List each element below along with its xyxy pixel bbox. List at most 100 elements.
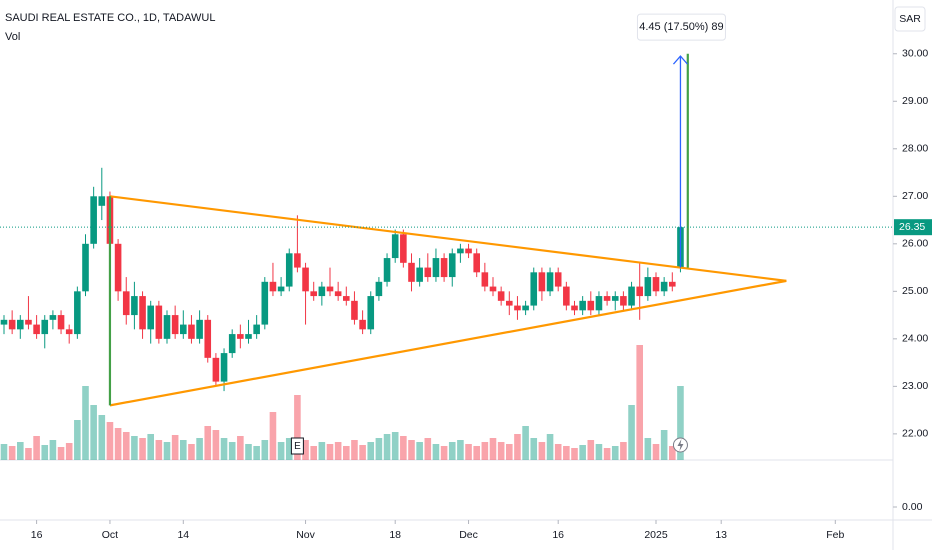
candle-body	[408, 262, 415, 282]
volume-bar	[8, 446, 16, 460]
candle-body	[228, 334, 236, 354]
candle-body	[489, 286, 497, 292]
volume-bar	[400, 436, 407, 460]
candle-body	[538, 272, 546, 292]
x-tick-label: 18	[389, 529, 401, 541]
volume-bar	[465, 444, 472, 460]
volume-bar	[448, 442, 456, 460]
candle-body	[636, 286, 643, 297]
volume-bar	[554, 444, 562, 460]
volume-bar	[652, 444, 660, 460]
candle-body	[465, 248, 472, 254]
chart-title: SAUDI REAL ESTATE CO., 1D, TADAWUL	[5, 12, 215, 24]
volume-bar	[228, 442, 236, 460]
candle-body	[522, 305, 529, 311]
x-tick-label: Feb	[826, 529, 844, 541]
volume-bar	[383, 434, 391, 460]
volume-bar	[359, 445, 366, 460]
candle-body	[17, 319, 24, 330]
volume-bar	[98, 415, 106, 460]
y-tick-label: 23.00	[902, 380, 928, 392]
dividend-icon-bolt	[677, 439, 684, 451]
volume-bar	[163, 442, 171, 460]
x-tick-label: 2025	[644, 529, 668, 541]
volume-bar	[17, 442, 24, 460]
candle-body	[285, 253, 293, 287]
candle-body	[514, 305, 521, 311]
candle-body	[49, 315, 57, 320]
candle-body	[367, 296, 375, 330]
volume-bar	[204, 426, 212, 460]
volume-bar	[391, 432, 399, 460]
y-tick-label: 30.00	[902, 48, 928, 60]
candle-body	[530, 272, 538, 306]
volume-bar	[147, 434, 154, 460]
candle-body	[155, 305, 163, 339]
volume-bar	[57, 447, 65, 460]
volume-bar	[212, 430, 220, 460]
candle-body	[294, 253, 301, 268]
volume-bar	[457, 440, 464, 460]
volume-bar	[375, 438, 383, 460]
y-tick-label: 24.00	[902, 333, 928, 345]
volume-bar	[636, 345, 643, 460]
candle-body	[628, 286, 635, 306]
volume-bar	[628, 405, 635, 460]
candle-body	[237, 334, 244, 339]
candle-body	[473, 253, 480, 273]
candle-body	[139, 296, 146, 330]
candle-body	[440, 258, 448, 278]
volume-bar	[0, 444, 8, 460]
volume-bar	[611, 446, 619, 460]
candle-body	[204, 319, 212, 358]
volume-bar	[669, 446, 676, 460]
volume-bar	[25, 448, 32, 460]
candle-body	[497, 291, 505, 301]
x-tick-label: Nov	[296, 529, 315, 541]
volume-bar	[522, 426, 529, 460]
volume-label: Vol	[5, 31, 20, 43]
candle-body	[481, 272, 489, 287]
volume-bar	[114, 428, 122, 460]
volume-bar	[74, 420, 81, 460]
candle-body	[0, 319, 8, 325]
drawing-line	[109, 279, 787, 407]
x-tick-label: Oct	[102, 529, 118, 541]
volume-bar	[416, 442, 423, 460]
last-price-box	[894, 219, 932, 236]
candle-body	[180, 324, 187, 335]
volume-bar	[277, 442, 285, 460]
candle-body	[245, 334, 252, 339]
candle-body	[114, 243, 122, 292]
currency: SAR	[899, 13, 921, 25]
volume-bar	[65, 443, 73, 460]
volume-bar	[538, 442, 546, 460]
volume-bar	[269, 412, 277, 460]
volume-bar	[367, 442, 375, 460]
volume-bar	[131, 436, 138, 460]
volume-bar	[571, 448, 578, 460]
candle-body	[375, 281, 383, 297]
x-tick-label: Dec	[459, 529, 478, 541]
volume-bar	[196, 438, 203, 460]
volume-bar	[245, 444, 252, 460]
annotation-box	[636, 13, 726, 41]
candle-body	[196, 319, 203, 339]
volume-bar	[326, 444, 334, 460]
x-tick-label: 16	[31, 529, 43, 541]
candle-body	[326, 286, 334, 292]
volume-bar	[302, 440, 309, 460]
candle-body	[579, 300, 586, 311]
volume-bar	[139, 438, 146, 460]
candle-body	[400, 234, 407, 263]
candle-body	[652, 277, 660, 292]
earnings-badge-box	[290, 437, 304, 455]
candle-body	[554, 272, 562, 287]
volume-bar	[473, 446, 480, 460]
volume-bar	[220, 438, 228, 460]
currency-box[interactable]	[894, 6, 926, 32]
candle-body	[603, 296, 611, 301]
candle-body	[122, 291, 130, 316]
candle-body	[188, 324, 195, 339]
candle-body	[620, 296, 627, 306]
